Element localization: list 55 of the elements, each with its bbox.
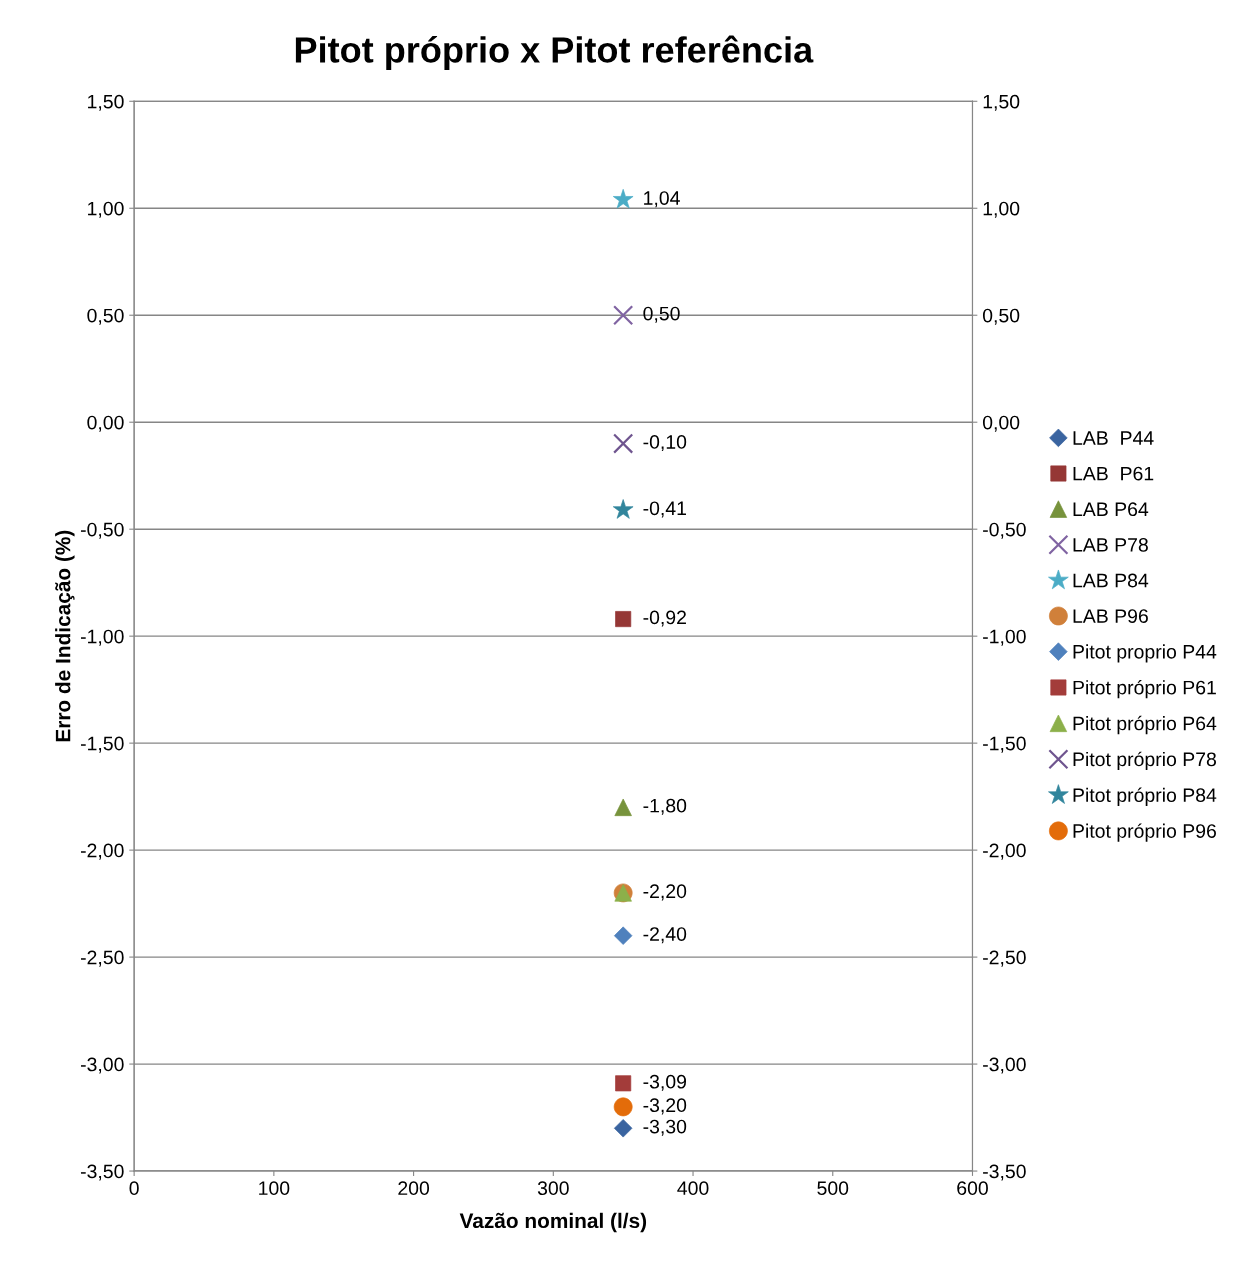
data-label: -2,20 [643,884,687,901]
y-tick-label: 1,50 [88,94,124,111]
x-tick-label: 600 [957,1181,988,1196]
legend-label: Pitot próprio P61 [1073,679,1216,699]
y2-tick-label: -2,50 [983,950,1026,967]
x-tick-label: 400 [677,1181,709,1196]
x-tick-label: 500 [817,1181,849,1196]
y-tick-label: -0,50 [80,522,124,539]
x-tick-label: 200 [398,1181,430,1196]
y-tick-label: -2,50 [80,950,124,967]
legend-label: LAB P78 [1073,537,1148,552]
y-tick-label: -3,00 [80,1057,124,1074]
x-axis-title: Vazão nominal (l/s) [459,1212,647,1233]
data-label: -0,10 [643,435,687,452]
data-label: -3,30 [643,1119,687,1136]
legend-label: Pitot próprio P96 [1073,823,1216,842]
legend-label: LAB P96 [1073,609,1148,623]
y2-tick-label: -3,50 [983,1164,1026,1181]
y-tick-label: 0,50 [87,308,124,325]
data-label: -3,20 [643,1098,687,1115]
y-tick-label: -1,50 [80,736,124,753]
y2-tick-label: -0,50 [983,522,1026,539]
data-label: -3,09 [643,1074,687,1091]
legend-label: Pitot próprio P84 [1073,787,1217,806]
y-axis-title: Erro de Indicação (%) [55,530,75,742]
data-label: -1,80 [643,798,687,815]
data-label: 1,04 [644,191,680,208]
y2-tick-label: 0,00 [982,415,1020,432]
y-tick-label: -2,00 [80,843,124,860]
data-label: -2,40 [643,927,687,944]
legend-label: LAB P84 [1073,573,1149,588]
y2-tick-label: 1,00 [983,201,1020,218]
y-tick-label: -1,00 [80,629,124,646]
chart-title: Pitot próprio x Pitot referência [295,35,814,70]
legend-label: Pitot próprio P78 [1073,751,1216,771]
y2-tick-label: -3,00 [983,1057,1026,1074]
legend-label: LAB P64 [1073,502,1149,517]
y-tick-label: -3,50 [80,1164,124,1181]
legend-label: Pitot proprio P44 [1073,644,1217,663]
y2-tick-label: 1,50 [983,94,1020,111]
y2-tick-label: -1,00 [983,629,1026,646]
legend-label: LAB P44 [1073,431,1154,445]
x-tick-label: 0 [129,1181,139,1196]
y2-tick-label: 0,50 [982,308,1020,325]
data-label: -0,41 [643,501,686,518]
y2-tick-label: -2,00 [983,843,1026,860]
data-label: 0,50 [643,306,680,323]
legend-label: LAB P61 [1073,466,1154,481]
y-tick-label: 0,00 [87,415,124,432]
x-tick-label: 100 [259,1181,290,1196]
x-tick-label: 300 [537,1181,569,1196]
legend-label: Pitot próprio P64 [1073,715,1217,735]
y-tick-label: 1,00 [88,201,124,218]
data-label: -0,92 [643,610,686,627]
y2-tick-label: -1,50 [983,736,1026,753]
